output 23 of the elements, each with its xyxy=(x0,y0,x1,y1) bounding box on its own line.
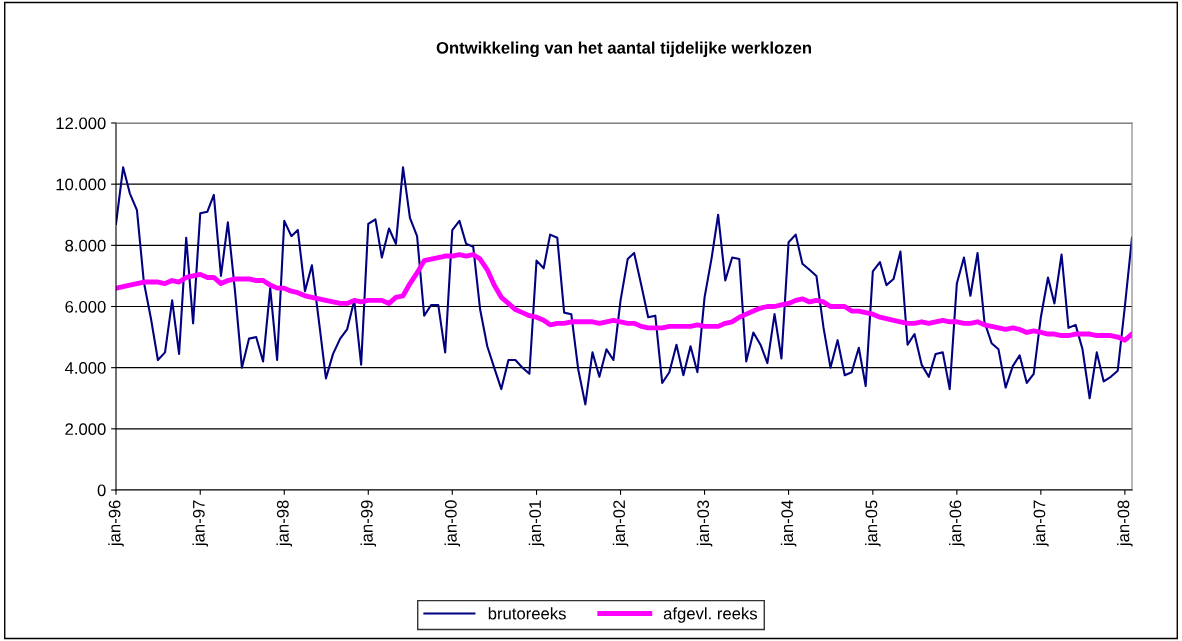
y-tick-label: 12.000 xyxy=(56,117,106,130)
x-tick-label: jan-04 xyxy=(780,500,797,547)
x-tick-label: jan-02 xyxy=(612,500,629,547)
chart-title: Ontwikkeling van het aantal tijdelijke werklozen xyxy=(436,41,811,58)
x-tick-label: jan-06 xyxy=(949,500,965,547)
y-tick-label: 10.000 xyxy=(56,178,106,191)
x-tick-label: jan-99 xyxy=(360,500,377,547)
x-tick-label: jan-07 xyxy=(1033,500,1049,547)
y-tick-label: 0 xyxy=(97,484,106,497)
y-tick-label: 2.000 xyxy=(65,423,106,436)
x-tick-label: jan-96 xyxy=(108,500,124,547)
x-tick-label: jan-98 xyxy=(276,500,293,547)
x-tick-label: jan-97 xyxy=(192,500,209,547)
x-tick-label: jan-08 xyxy=(1117,500,1133,547)
legend-label: brutoreeks xyxy=(488,607,566,620)
y-tick-label: 4.000 xyxy=(64,362,106,374)
y-tick-label: 6.000 xyxy=(65,300,106,313)
legend-label: afgevl. reeks xyxy=(663,607,758,623)
x-tick-label: jan-01 xyxy=(528,500,545,547)
x-tick-label: jan-03 xyxy=(696,500,713,547)
y-tick-label: 8.000 xyxy=(65,239,106,252)
x-tick-label: jan-00 xyxy=(444,500,461,547)
x-tick-label: jan-05 xyxy=(865,500,881,547)
